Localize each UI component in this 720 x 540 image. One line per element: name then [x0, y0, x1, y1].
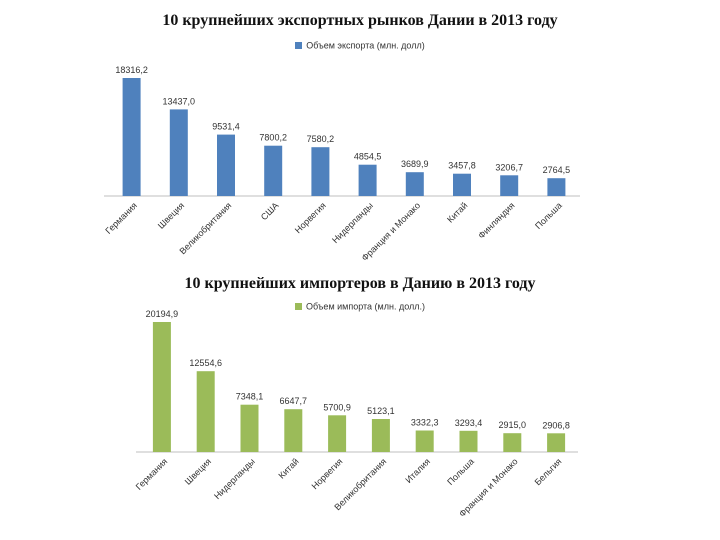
import-bar: [547, 433, 566, 452]
export-bar: [169, 109, 188, 196]
import-legend-label: Объем импорта (млн. долл.): [305, 301, 426, 312]
import-legend-swatch: [294, 303, 302, 311]
import-bar: [196, 371, 215, 452]
import-data-label: 5123,1: [367, 406, 395, 416]
export-data-label: 2764,5: [543, 165, 571, 175]
export-bar: [264, 145, 283, 196]
import-bar: [415, 430, 434, 452]
import-category-label: Китай: [276, 456, 300, 480]
export-data-label: 18316,2: [115, 65, 148, 75]
import-category-label: Италия: [403, 456, 432, 485]
export-data-label: 3206,7: [495, 162, 523, 172]
import-data-label: 2906,8: [542, 420, 570, 430]
export-data-label: 13437,0: [163, 96, 196, 106]
export-legend-label: Объем экспорта (млн. долл): [306, 40, 425, 51]
export-bar: [311, 147, 330, 196]
import-bar: [328, 415, 347, 452]
import-data-label: 12554,6: [189, 358, 222, 368]
import-data-label: 20194,9: [146, 309, 179, 319]
import-bar: [284, 409, 303, 452]
export-data-label: 3457,8: [448, 161, 476, 171]
import-category-label: Германия: [134, 456, 170, 492]
import-legend: Объем импорта (млн. долл.): [0, 301, 720, 312]
export-legend-swatch: [295, 42, 303, 50]
import-bar: [371, 419, 390, 452]
import-category-label: Швеция: [183, 456, 213, 486]
import-data-label: 7348,1: [236, 392, 264, 402]
import-category-label: Норвегия: [310, 456, 345, 491]
export-bar: [405, 172, 424, 196]
import-data-label: 3332,3: [411, 418, 439, 428]
export-bar-chart: 18316,2Германия13437,0Швеция9531,4Велико…: [103, 65, 580, 263]
import-data-label: 5700,9: [323, 402, 351, 412]
import-chart-title: 10 крупнейших импортеров в Данию в 2013 …: [184, 275, 536, 292]
import-data-label: 3293,4: [455, 418, 483, 428]
export-data-label: 7580,2: [307, 134, 335, 144]
import-category-label: Польша: [445, 456, 476, 487]
import-category-label: Нидерланды: [212, 456, 257, 501]
export-bar: [217, 134, 235, 196]
import-data-label: 2915,0: [499, 420, 527, 430]
import-bar: [459, 430, 478, 452]
import-bar: [503, 433, 522, 452]
export-bar: [358, 164, 377, 196]
export-bar: [500, 175, 519, 196]
export-bar: [122, 78, 141, 196]
export-bar: [547, 178, 566, 196]
export-data-label: 3689,9: [401, 159, 429, 169]
export-chart-title: 10 крупнейших экспортных рынков Дании в …: [162, 12, 558, 29]
export-bar: [453, 173, 471, 196]
import-bar: [152, 322, 171, 452]
import-data-label: 6647,7: [280, 396, 308, 406]
export-legend: Объем экспорта (млн. долл): [0, 40, 720, 51]
export-data-label: 9531,4: [212, 122, 240, 132]
export-data-label: 4854,5: [354, 152, 382, 162]
import-category-label: Бельгия: [533, 456, 564, 487]
import-bar: [240, 404, 259, 452]
export-data-label: 7800,2: [259, 133, 287, 143]
